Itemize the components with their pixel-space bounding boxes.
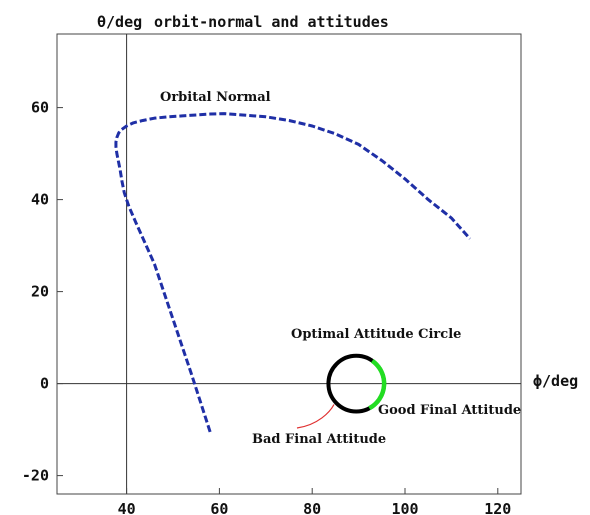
x-tick-label: 100 <box>391 500 418 515</box>
x-tick-label: 60 <box>210 500 228 515</box>
y-tick-label: 60 <box>31 99 49 117</box>
annotation-orbital-normal: Orbital Normal <box>160 90 271 105</box>
bad-attitude-pointer <box>296 404 335 429</box>
plot-frame <box>56 33 522 495</box>
y-tick-label: 20 <box>31 283 49 301</box>
x-tick-label: 40 <box>118 500 136 515</box>
tick-group: 40 60 80 100 120 -20 0 20 40 60 <box>22 99 511 515</box>
annotation-good-final: Good Final Attitude <box>378 403 521 418</box>
title-prefix: θ/deg <box>97 13 142 31</box>
x-axis-label: ϕ/deg <box>533 372 578 390</box>
x-tick-label: 80 <box>303 500 321 515</box>
series-layer <box>114 112 472 433</box>
y-tick-label: 0 <box>40 375 49 393</box>
attitude-circle-layer <box>326 353 387 414</box>
annotation-bad-final: Bad Final Attitude <box>252 432 386 447</box>
y-tick-label: -20 <box>22 467 49 485</box>
y-tick-label: 40 <box>31 191 49 209</box>
chart-title: orbit-normal and attitudes <box>154 13 389 31</box>
annotation-optimal-circle: Optimal Attitude Circle <box>291 327 461 342</box>
series-line-orbital-normal <box>114 112 472 433</box>
good-attitude-arc <box>368 358 387 411</box>
x-tick-label: 120 <box>484 500 511 515</box>
